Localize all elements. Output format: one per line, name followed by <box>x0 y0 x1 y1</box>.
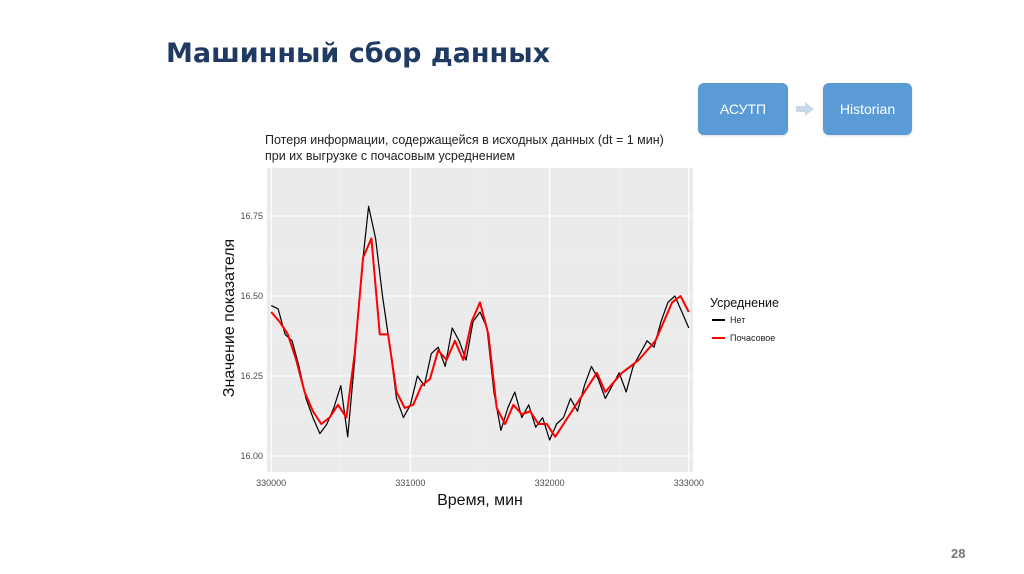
slide-title: Машинный сбор данных <box>166 38 551 69</box>
y-tick-label: 16.25 <box>240 371 263 381</box>
chart-legend: Усреднение Нет Почасовое <box>710 296 779 343</box>
y-axis-title: Значение показателя <box>221 239 238 397</box>
flow-arrow-shape <box>796 102 814 116</box>
line-chart: Потеря информации, содержащейся в исходн… <box>221 133 779 509</box>
chart-title-line-1: Потеря информации, содержащейся в исходн… <box>265 133 664 147</box>
series-lines <box>270 205 690 441</box>
tick-labels: 330000 331000 332000 333000 16.00 16.25 16.50 1… <box>240 211 703 488</box>
y-tick-label: 16.50 <box>240 291 263 301</box>
x-axis-title: Время, мин <box>437 492 523 509</box>
x-tick-label: 331000 <box>395 478 425 488</box>
right-arrow-icon <box>796 102 814 116</box>
chart-title-line-2: при их выгрузке с почасовым усреднением <box>265 149 515 163</box>
legend-title: Усреднение <box>710 296 779 310</box>
page-number: 28 <box>951 546 966 561</box>
y-tick-label: 16.00 <box>240 451 263 461</box>
asutp-box: АСУТП <box>698 83 788 135</box>
series-line-hourly <box>270 237 690 438</box>
x-tick-label: 330000 <box>256 478 286 488</box>
historian-box: Historian <box>823 83 912 135</box>
x-tick-label: 332000 <box>535 478 565 488</box>
legend-label-hourly: Почасовое <box>730 333 775 343</box>
grid-lines <box>267 168 693 472</box>
y-tick-label: 16.75 <box>240 211 263 221</box>
x-tick-label: 333000 <box>674 478 704 488</box>
legend-label-raw: Нет <box>730 315 745 325</box>
series-line-raw <box>270 205 690 441</box>
